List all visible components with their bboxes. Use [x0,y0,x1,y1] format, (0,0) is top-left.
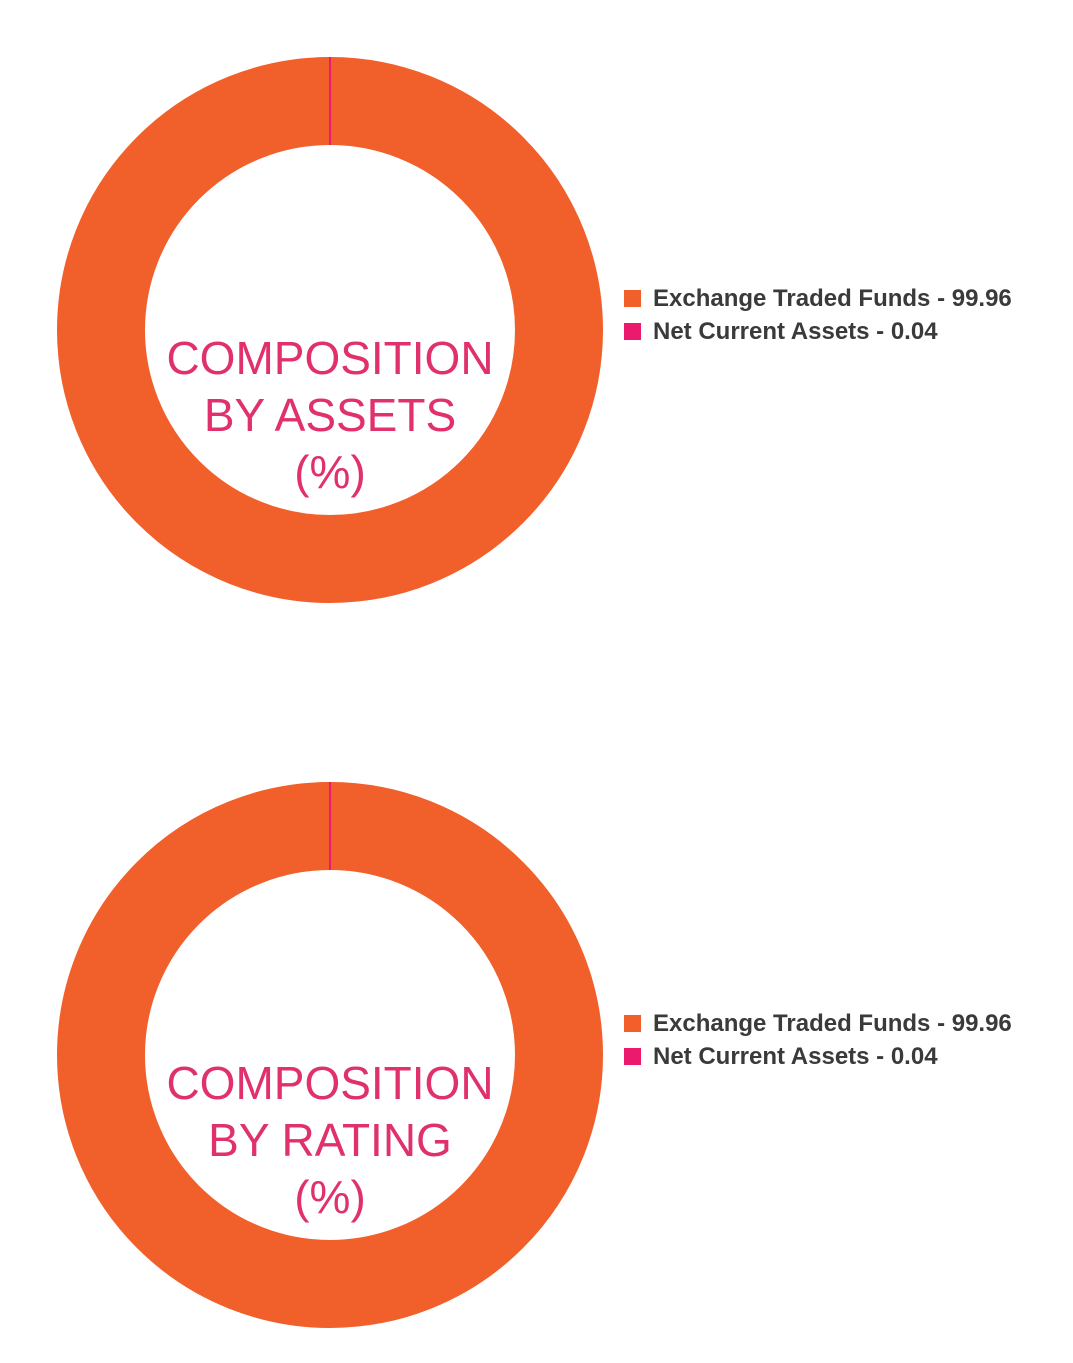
donut-chart-rating [57,782,603,1328]
legend-item-net-current-assets: Net Current Assets - 0.04 [624,315,1012,348]
chart-title-line-1: COMPOSITION [166,1057,494,1109]
chart-title: COMPOSITION BY ASSETS (%) [130,330,530,501]
legend-swatch [624,1015,641,1032]
composition-by-rating-chart: COMPOSITION BY RATING (%) Exchange Trade… [0,777,1073,1337]
legend-swatch [624,290,641,307]
legend-label: Exchange Traded Funds - 99.96 [653,284,1012,312]
legend: Exchange Traded Funds - 99.96 Net Curren… [624,282,1012,348]
legend-label: Exchange Traded Funds - 99.96 [653,1009,1012,1037]
legend: Exchange Traded Funds - 99.96 Net Curren… [624,1007,1012,1073]
chart-title: COMPOSITION BY RATING (%) [130,1055,530,1226]
chart-title-line-3: (%) [294,1171,366,1223]
composition-by-assets-chart: COMPOSITION BY ASSETS (%) Exchange Trade… [0,52,1073,612]
chart-title-line-2: BY RATING [208,1114,452,1166]
chart-title-line-3: (%) [294,446,366,498]
legend-item-exchange-traded-funds: Exchange Traded Funds - 99.96 [624,282,1012,315]
chart-title-line-1: COMPOSITION [166,332,494,384]
legend-label: Net Current Assets - 0.04 [653,317,938,345]
chart-title-line-2: BY ASSETS [203,389,457,441]
legend-label: Net Current Assets - 0.04 [653,1042,938,1070]
legend-swatch [624,323,641,340]
legend-item-net-current-assets: Net Current Assets - 0.04 [624,1040,1012,1073]
legend-swatch [624,1048,641,1065]
legend-item-exchange-traded-funds: Exchange Traded Funds - 99.96 [624,1007,1012,1040]
donut-chart-assets [57,57,603,603]
